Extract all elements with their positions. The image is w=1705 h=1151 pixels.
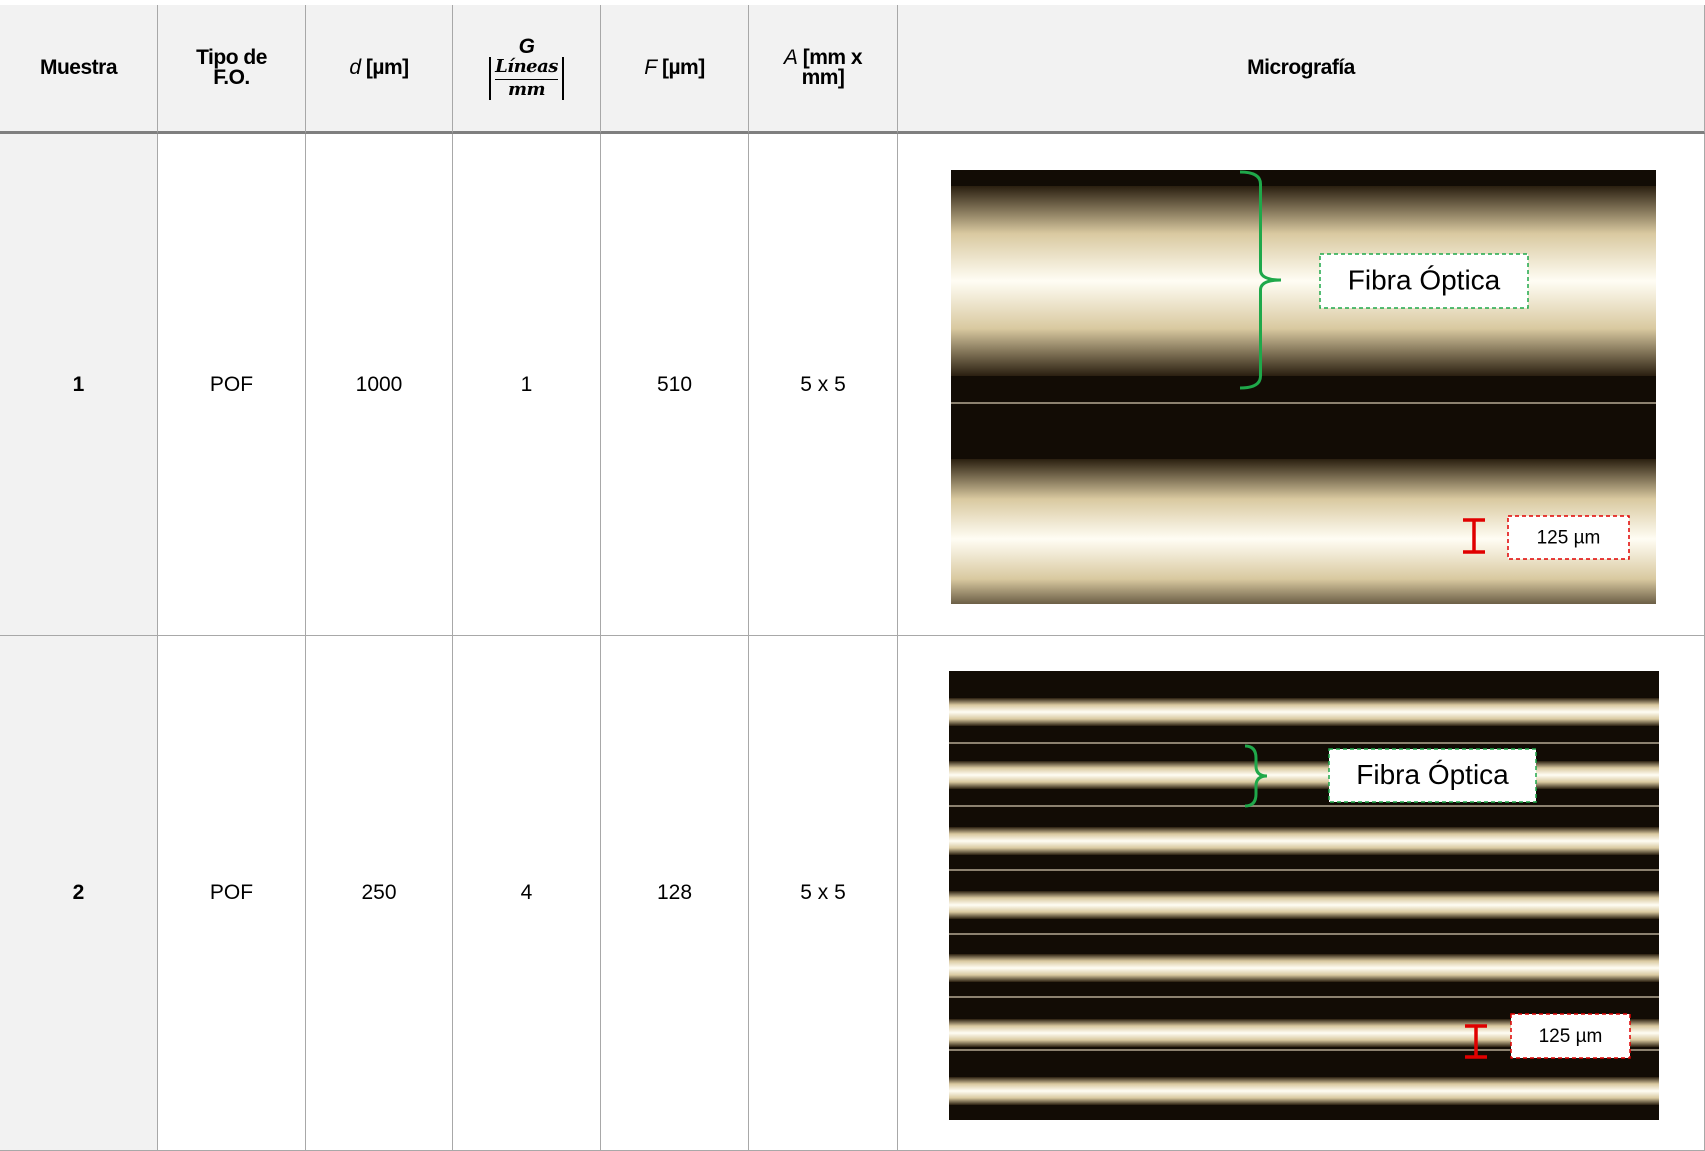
fiber-band	[949, 761, 1659, 789]
header-symbol: F	[644, 56, 657, 79]
fiber-band	[949, 827, 1659, 855]
header-unit: [µm]	[661, 56, 705, 79]
fiber-edge	[949, 805, 1659, 807]
fiber-band	[949, 954, 1659, 982]
table-cell: 1	[0, 134, 158, 636]
fiber-label: Fibra Óptica	[1348, 264, 1501, 295]
micrograph: Fibra Óptica 125 µm	[949, 671, 1659, 1120]
fiber-edge	[951, 402, 1656, 404]
header-symbol: d	[349, 56, 361, 79]
table-cell: 1	[453, 134, 601, 636]
header-text: F [µm]	[644, 56, 705, 79]
numerator: Líneas	[495, 56, 558, 80]
scale-bar	[1463, 518, 1485, 554]
fiber-edge	[949, 869, 1659, 871]
table-cell: 510	[601, 134, 749, 636]
header-cell: G Líneas mm	[453, 5, 601, 134]
micrograph: Fibra Óptica 125 µm	[951, 170, 1656, 604]
scale-box	[1507, 515, 1630, 560]
header-text: d [µm]	[349, 56, 409, 79]
label-box	[1319, 253, 1529, 309]
scale-box	[1510, 1013, 1631, 1059]
fiber-edge	[949, 996, 1659, 998]
fraction: Líneas mm	[489, 56, 564, 100]
header-cell: Muestra	[0, 5, 158, 134]
fiber-edge	[949, 933, 1659, 935]
header-cell: d [µm]	[306, 5, 453, 134]
table-cell: 5 x 5	[749, 636, 898, 1151]
fiber-band	[949, 891, 1659, 919]
table-cell: POF	[158, 134, 306, 636]
scale-bar	[1465, 1024, 1487, 1059]
scale-label: 125 µm	[1537, 528, 1601, 549]
header-unit: [mm x mm]	[801, 46, 863, 89]
header-symbol: G	[518, 34, 535, 58]
scale-label: 125 µm	[1539, 1026, 1603, 1047]
fiber-label: Fibra Óptica	[1356, 759, 1509, 790]
denominator: mm	[507, 78, 546, 100]
brace	[1244, 744, 1268, 808]
header-text: Tipo de F.O.	[196, 46, 267, 89]
header-text: Muestra	[39, 56, 118, 79]
fiber-edge	[949, 742, 1659, 744]
label-box	[1328, 748, 1537, 803]
header-unit: [µm]	[365, 56, 409, 79]
fiber-band	[951, 186, 1656, 376]
brace	[1239, 170, 1282, 390]
fiber-band	[949, 698, 1659, 726]
table-cell: 128	[601, 636, 749, 1151]
table-cell: POF	[158, 636, 306, 1151]
header-cell: F [µm]	[601, 5, 749, 134]
header-cell: Tipo de F.O.	[158, 5, 306, 134]
header-symbol: A	[783, 46, 798, 69]
table-cell: 4	[453, 636, 601, 1151]
table-cell: 5 x 5	[749, 134, 898, 636]
fiber-band	[949, 1077, 1659, 1105]
table-cell: 250	[306, 636, 453, 1151]
fiber-edge	[949, 1049, 1659, 1051]
table-cell: 2	[0, 636, 158, 1151]
header-cell: A [mm x mm]	[749, 5, 898, 134]
header-cell: Micrografía	[898, 5, 1705, 134]
header-text: Micrografía	[1247, 56, 1355, 79]
table-cell: 1000	[306, 134, 453, 636]
header-text: A [mm x mm]	[773, 46, 873, 89]
